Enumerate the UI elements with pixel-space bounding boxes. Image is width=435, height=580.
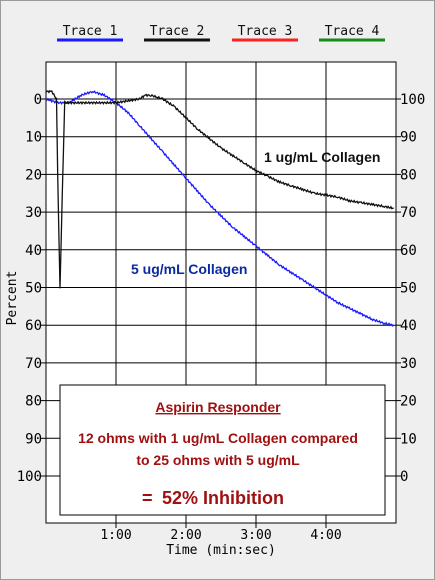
right-tick-label: 30 [400,356,417,372]
result-value: 52% Inhibition [162,488,284,508]
legend-label-trace-1: Trace 1 [63,24,118,39]
legend-item-trace-1[interactable]: Trace 1 [57,24,123,42]
legend-item-trace-4[interactable]: Trace 4 [319,24,385,42]
x-axis-ticks: 1:00 2:00 3:00 4:00 [100,523,342,543]
right-tick-label: 100 [400,92,425,108]
legend-label-trace-4: Trace 4 [325,24,380,39]
left-tick-label: 0 [34,92,42,108]
right-tick-label: 60 [400,243,417,259]
right-tick-label: 40 [400,318,417,334]
right-tick-label: 50 [400,281,417,297]
result-box-frame [59,384,386,516]
left-tick-label: 80 [25,394,42,410]
annotation-1-ug-collagen: 1 ug/mL Collagen [264,149,380,165]
result-line-2: to 25 ohms with 5 ug/mL [136,452,300,468]
result-title: Aspirin Responder [155,399,281,415]
left-tick-label: 10 [25,130,42,146]
legend-label-trace-2: Trace 2 [150,24,205,39]
legend-label-trace-3: Trace 3 [238,24,293,39]
result-box: Aspirin Responder 12 ohms with 1 ug/mL C… [59,384,386,516]
legend-item-trace-2[interactable]: Trace 2 [144,24,210,42]
annotation-5-ug-collagen: 5 ug/mL Collagen [131,261,247,277]
left-tick-label: 40 [25,243,42,259]
left-tick-label: 60 [25,318,42,334]
right-tick-label: 80 [400,167,417,183]
left-tick-label: 30 [25,205,42,221]
x-tick-label: 3:00 [240,528,271,543]
left-axis-ticks: 0 10 20 30 40 50 60 70 80 90 100 [17,92,46,485]
x-tick-label: 1:00 [100,528,131,543]
right-tick-label: 20 [400,394,417,410]
right-tick-label: 10 [400,431,417,447]
x-tick-label: 4:00 [310,528,341,543]
right-tick-label: 0 [400,469,408,485]
result-line-1: 12 ohms with 1 ug/mL Collagen compared [78,430,358,446]
series-line-trace-1 [45,90,395,327]
x-axis-label: Time (min:sec) [166,543,276,558]
left-tick-label: 20 [25,167,42,183]
series-lines [45,89,395,327]
left-tick-label: 50 [25,281,42,297]
legend-item-trace-3[interactable]: Trace 3 [232,24,298,42]
series-line-trace-2 [45,89,394,289]
left-tick-label: 90 [25,431,42,447]
left-tick-label: 100 [17,469,42,485]
x-tick-label: 2:00 [170,528,201,543]
y-axis-label: Percent [5,271,20,326]
left-tick-label: 70 [25,356,42,372]
right-tick-label: 90 [400,130,417,146]
result-equals: = [142,488,153,508]
right-tick-label: 70 [400,205,417,221]
legend: Trace 1 Trace 2 Trace 3 Trace 4 [57,24,385,42]
